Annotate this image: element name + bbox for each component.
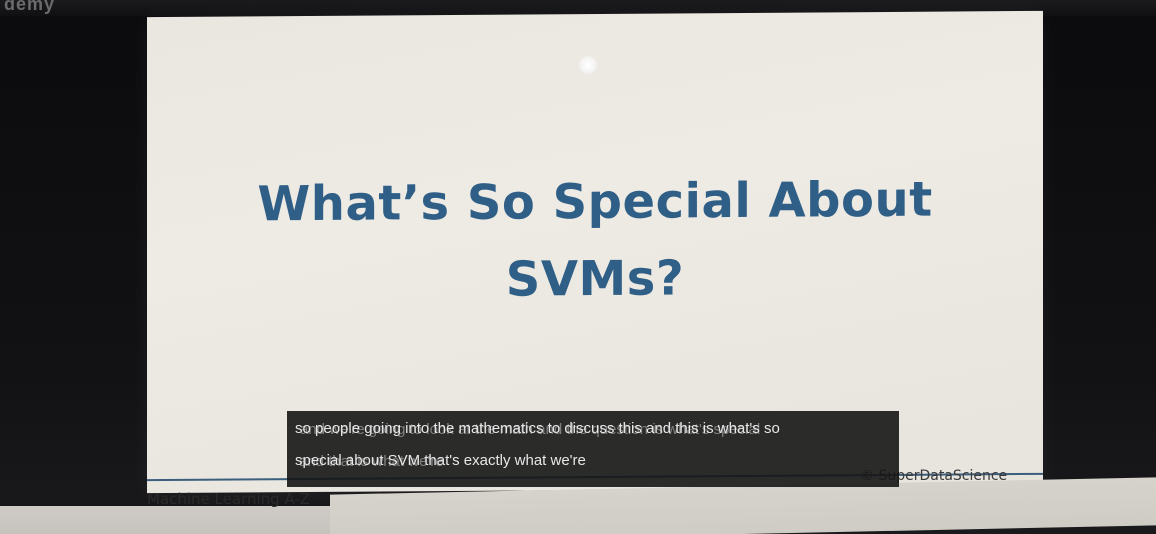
subtitle-ghost-line-2: and that is what we're [299, 453, 444, 470]
brand-logo: demy [4, 0, 56, 14]
desk-surface-left [0, 506, 340, 534]
subtitle-line-1: so people going into the mathematics to … [295, 420, 780, 437]
course-name: Machine Learning A-Z [147, 490, 311, 508]
subtitle-line-2: special about SVM that's exactly what we… [295, 452, 586, 469]
subtitle-overlay: and we're going to look at the math and … [287, 411, 899, 487]
slide-title: What’s So Special About SVMs? [257, 171, 933, 308]
subtitle-ghost-line-1: and we're going to look at the math and … [300, 421, 761, 438]
screen-glare [579, 55, 597, 75]
